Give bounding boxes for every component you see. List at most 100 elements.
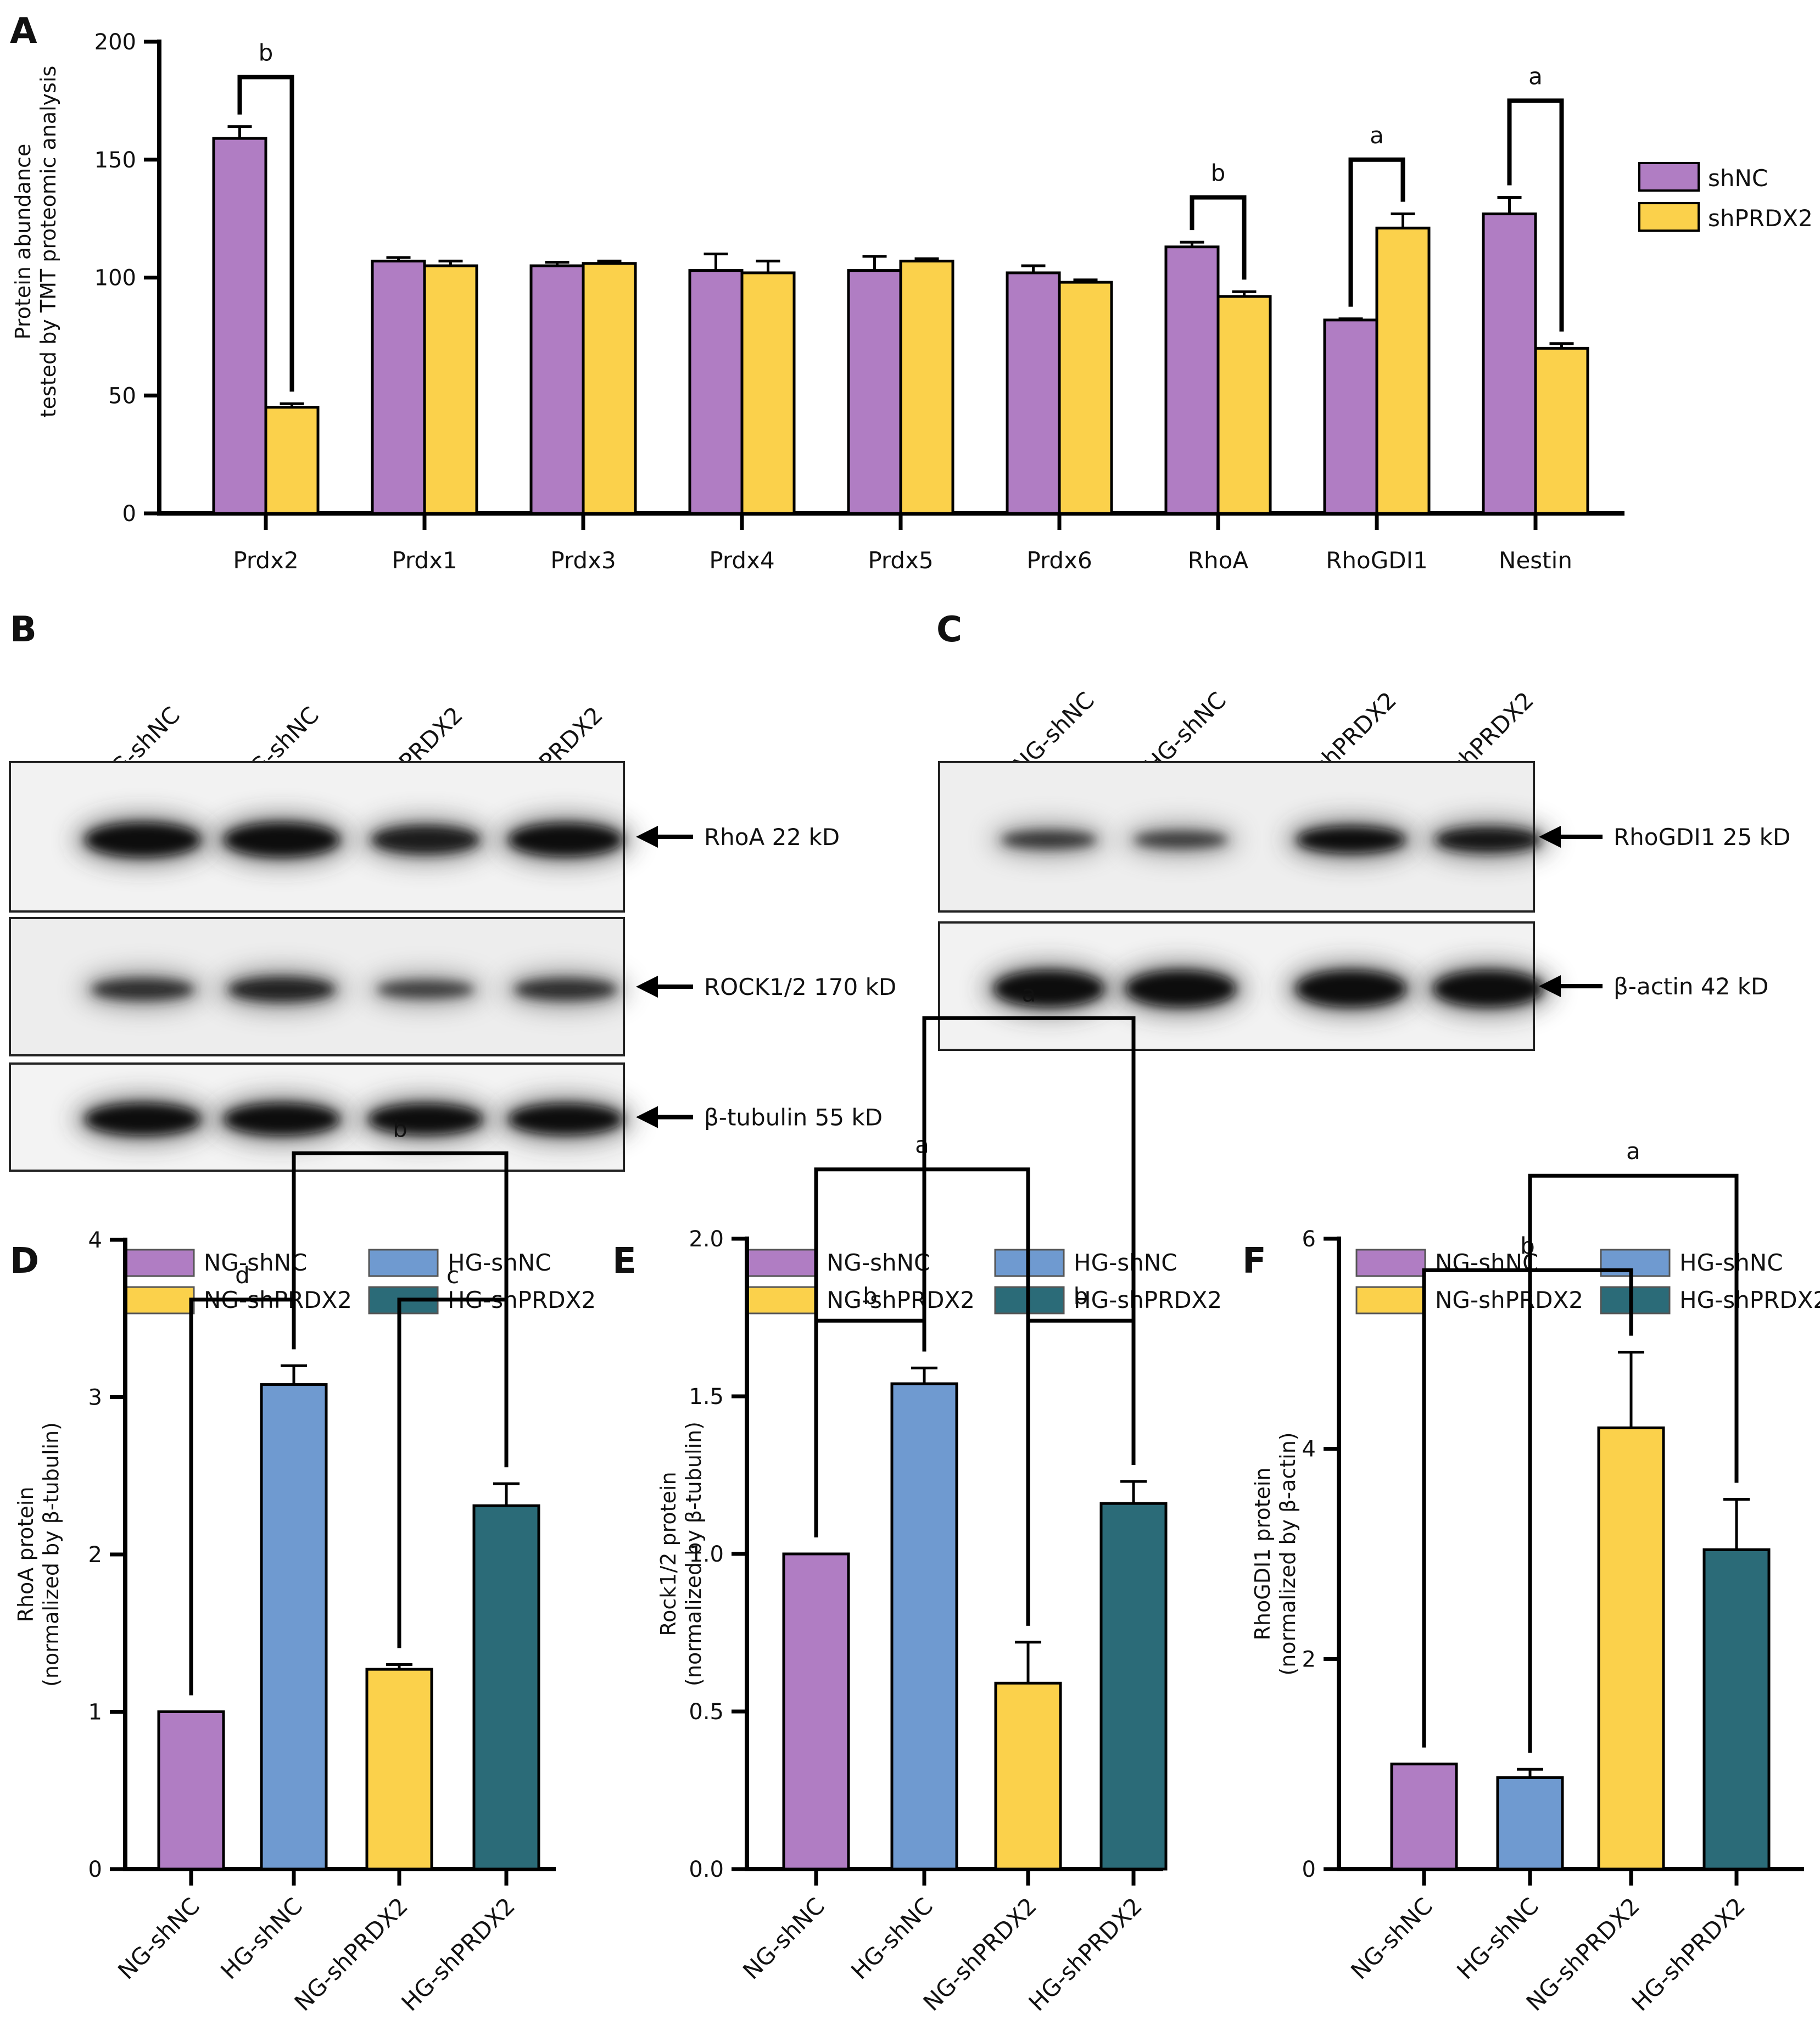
- x-tick-label: Prdx4: [709, 547, 774, 574]
- protein-band: [85, 1103, 200, 1136]
- significance-label: b: [1074, 1283, 1088, 1310]
- legend-label: HG-shPRDX2: [1074, 1287, 1222, 1313]
- x-tick-label: HG-shPRDX2: [1626, 1892, 1750, 2016]
- legend-swatch: [124, 1286, 195, 1315]
- significance-bracket: [237, 75, 294, 392]
- legend-label: NG-shPRDX2: [1435, 1287, 1583, 1313]
- significance-label: b: [259, 39, 273, 66]
- bar-ng-shprdx2: [994, 1681, 1062, 1871]
- arrow-head: [636, 1106, 658, 1128]
- panel-letter-f: F: [1242, 1241, 1266, 1282]
- y-tick-label: 150: [94, 148, 136, 173]
- significance-label: b: [1520, 1232, 1535, 1259]
- bar-ng-shprdx2: [365, 1668, 433, 1871]
- bar-shprdx2-prdx1: [423, 264, 478, 515]
- bar-shprdx2-prdx5: [899, 259, 954, 515]
- significance-label: a: [1528, 63, 1543, 90]
- y-tick-label: 2: [1302, 1647, 1316, 1672]
- bar-ng-shnc: [157, 1710, 225, 1871]
- protein-band: [91, 978, 194, 1000]
- bar-shnc-nestin: [1482, 212, 1537, 515]
- bar-shnc-rhoa: [1164, 245, 1220, 515]
- x-tick-label: RhoA: [1188, 547, 1248, 574]
- panel-letter-a: A: [10, 11, 37, 52]
- y-tick-label: 6: [1302, 1227, 1316, 1252]
- arrow-head: [1539, 975, 1561, 997]
- legend-label-shnc: shNC: [1708, 165, 1768, 192]
- y-tick-label: 200: [94, 30, 136, 55]
- panel-a-chart: 0 50 100 150 200 Protein abundancetested by T…: [11, 30, 1813, 574]
- legend-swatch: [747, 1286, 818, 1315]
- bar-shprdx2-prdx3: [582, 262, 637, 515]
- bar-hg-shnc: [1496, 1776, 1564, 1871]
- arrow-head: [636, 826, 658, 848]
- y-tick-label: 2: [88, 1542, 102, 1568]
- significance-label: a: [915, 1132, 929, 1159]
- protein-band: [1297, 826, 1405, 853]
- protein-band: [85, 823, 200, 857]
- arrow-head: [1539, 826, 1561, 848]
- y-axis-label-line: tested by TMT proteomic analysis: [36, 66, 60, 418]
- significance-label: a: [1626, 1138, 1640, 1165]
- significance-bracket: [1348, 157, 1405, 307]
- x-tick-label: HG-shNC: [846, 1892, 938, 1984]
- legend-swatch: [1600, 1249, 1671, 1277]
- x-tick-label: HG-shPRDX2: [396, 1892, 520, 2016]
- significance-bracket: [922, 1016, 1136, 1465]
- y-axis-label-line: (normalized by β-actin): [1276, 1432, 1300, 1675]
- legend-swatch: [747, 1249, 818, 1277]
- legend-swatch-shnc: [1638, 162, 1700, 192]
- legend-label: NG-shNC: [827, 1249, 930, 1276]
- bar-hg-shprdx2: [1702, 1548, 1771, 1871]
- legend-label: HG-shPRDX2: [1679, 1287, 1820, 1313]
- bar-shprdx2-rhoa: [1216, 295, 1272, 515]
- x-tick-label: Prdx5: [868, 547, 933, 574]
- panel-letter-c: C: [936, 609, 962, 650]
- bar-hg-shnc: [890, 1382, 958, 1871]
- legend-swatch: [1600, 1286, 1671, 1315]
- y-tick-label: 4: [88, 1228, 102, 1253]
- significance-label: d: [235, 1262, 250, 1289]
- x-tick-label: HG-shPRDX2: [1023, 1892, 1147, 2016]
- significance-bracket: [1422, 1268, 1633, 1748]
- blot-label: ROCK1/2 170 kD: [704, 974, 896, 1000]
- bar-shprdx2-nestin: [1534, 346, 1589, 515]
- x-tick-label: Nestin: [1499, 547, 1572, 574]
- y-tick-label: 0: [1302, 1857, 1316, 1882]
- protein-band: [1126, 970, 1236, 1007]
- y-tick-label: 4: [1302, 1437, 1316, 1462]
- bar-shnc-prdx3: [529, 264, 585, 515]
- panel-letter-b: B: [10, 609, 37, 650]
- arrow-head: [636, 976, 658, 998]
- y-axis-label-line: (normalized by β-tubulin): [39, 1422, 63, 1687]
- x-tick-label: RhoGDI1: [1326, 547, 1428, 574]
- significance-label: b: [1211, 159, 1226, 186]
- protein-band: [1296, 970, 1406, 1007]
- x-tick-label: Prdx2: [233, 547, 298, 574]
- significance-bracket: [1528, 1173, 1739, 1753]
- panel-letter-d: D: [10, 1241, 39, 1282]
- legend-label-shprdx2: shPRDX2: [1708, 205, 1813, 232]
- x-tick-label: HG-shNC: [1451, 1892, 1544, 1984]
- y-axis-label-line: Rock1/2 protein: [656, 1472, 680, 1636]
- y-axis-label-line: Protein abundance: [11, 144, 35, 340]
- x-tick-label: NG-shNC: [113, 1892, 205, 1984]
- y-tick-label: 1: [88, 1700, 102, 1725]
- y-axis-label: Protein abundancetested by TMT proteomic…: [11, 66, 60, 418]
- blot-label: RhoA 22 kD: [704, 824, 840, 851]
- significance-label: b: [863, 1283, 878, 1310]
- x-tick-label: HG-shNC: [215, 1892, 308, 1984]
- protein-band: [514, 978, 617, 1000]
- bar-ng-shprdx2: [1597, 1426, 1665, 1871]
- x-tick-label: Prdx6: [1026, 547, 1092, 574]
- bar-shprdx2-prdx4: [740, 271, 796, 515]
- significance-bracket: [1507, 98, 1564, 332]
- significance-label: a: [1022, 980, 1036, 1007]
- bar-shnc-prdx2: [212, 137, 267, 515]
- y-axis-label: RhoGDI1 protein(normalized by β-actin): [1250, 1432, 1300, 1675]
- y-tick-label: 0.5: [689, 1699, 724, 1725]
- protein-band: [509, 1104, 623, 1135]
- legend-swatch: [368, 1249, 439, 1277]
